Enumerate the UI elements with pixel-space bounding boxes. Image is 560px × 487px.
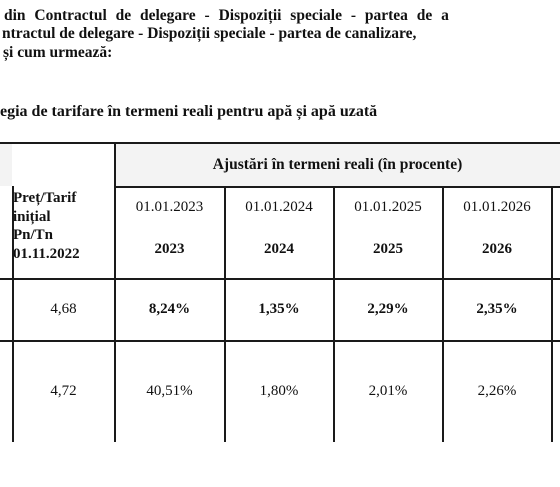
header-shade-left [0,143,12,186]
header-shade-group [114,143,560,186]
tariff-table: Ajustări în termeni reali (în procente) … [0,142,560,442]
date-header: 01.01.2025 [354,198,422,215]
initial-tariff-header: Preț/Tarif inițial Pn/Tn 01.11.2022 [13,189,80,263]
date-header: 01.01.2026 [463,198,531,215]
year-header: 2025 [373,240,403,257]
year-header: 2023 [154,240,185,257]
table-line-v5 [551,186,553,442]
paragraph-line-1: din Contractul de delegare - Dispoziții … [4,7,449,24]
adjustment-value: 2,01% [368,383,408,399]
paragraph-line-3: și cum urmează: [3,44,113,61]
initial-tariff-value: 4,68 [50,301,77,317]
tarif-header-line: 01.11.2022 [13,245,80,262]
adjustment-value: 1,35% [258,301,300,317]
table-title: egia de tarifare în termeni reali pentru… [0,103,378,120]
tarif-header-line: Preț/Tarif [13,190,77,206]
table-line-v1 [114,142,116,442]
paragraph-line-2: ntractul de delegare - Dispoziții specia… [2,25,417,42]
initial-tariff-value: 4,72 [50,383,77,399]
adjustment-value: 2,26% [477,383,517,399]
adjustment-value: 40,51% [146,383,193,399]
adjustment-value: 8,24% [148,301,191,317]
table-line-v4 [442,186,444,442]
table-border-top [0,142,560,144]
table-line-row1-bottom [0,340,560,342]
date-header: 01.01.2024 [245,198,313,215]
table-line-group-bottom [114,186,560,188]
date-header: 01.01.2023 [135,198,204,215]
tarif-header-line: Pn/Tn [13,227,54,243]
adjustment-value: 2,29% [367,301,409,317]
year-header: 2024 [264,240,294,257]
table-line-v3 [333,186,335,442]
group-header: Ajustări în termeni reali (în procente) [212,156,463,173]
table-line-header-bottom [0,278,560,280]
adjustment-value: 2,35% [476,301,518,317]
table-line-v0 [12,186,14,442]
tarif-header-line: inițial [13,208,51,225]
table-line-v2 [224,186,226,442]
year-header: 2026 [482,240,512,257]
adjustment-value: 1,80% [259,383,299,399]
